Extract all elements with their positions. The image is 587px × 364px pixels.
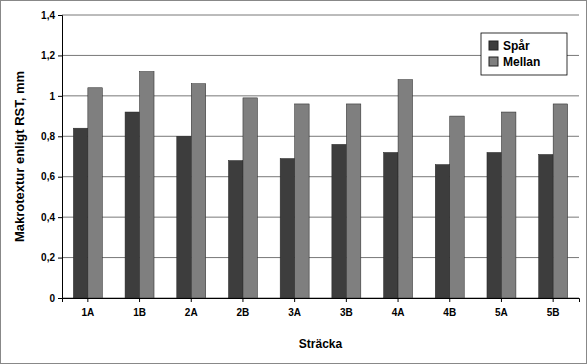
tick-mark [58,96,62,97]
bar [177,136,191,298]
y-axis: 0 0,2 0,4 0,6 0,8 1 1,2 1,4 [41,10,62,304]
tick-mark [58,217,62,218]
legend-box [481,33,567,75]
bar [243,98,257,298]
tick-mark [58,55,62,56]
tick-mark [346,298,347,302]
bar [295,104,309,298]
tick-label: 4A [392,307,405,318]
bar [191,84,205,298]
bar [346,104,360,298]
y-axis-title: Makrotextur enligt RST, mm [12,71,27,242]
plot: 0 0,2 0,4 0,6 0,8 1 1,2 1,4 1A 1B 2A 2B 3A 3B 4A 4B 5A 5B [41,10,579,318]
tick-label: 0 [49,293,55,304]
tick: 4B [443,298,456,318]
bars [73,72,567,298]
tick-mark [242,298,243,302]
bar [140,72,154,298]
tick: 3B [340,298,353,318]
tick: 0,8 [41,131,62,142]
bar [228,161,242,298]
bar [280,159,294,298]
tick-label: 5A [495,307,508,318]
bar [487,152,501,298]
x-axis-title: Sträcka [299,337,343,351]
tick: 3A [288,298,301,318]
tick-label: 1 [49,91,55,102]
tick-label: 1,4 [41,10,55,21]
tick-label: 3B [340,307,353,318]
bar [553,104,567,298]
bar [435,165,449,298]
bar [125,112,139,298]
bar [88,88,102,298]
legend-label: Mellan [503,55,540,69]
legend-swatch [489,57,498,66]
tick: 1,2 [41,50,62,61]
x-axis: 1A 1B 2A 2B 3A 3B 4A 4B 5A 5B [63,298,580,318]
tick-mark [58,15,62,16]
bar [73,128,87,298]
axis-line [63,299,580,303]
tick-label: 3A [288,307,301,318]
tick-mark [87,298,88,302]
tick: 0,2 [41,252,62,263]
bar [501,112,515,298]
tick-mark [398,298,399,302]
bar [398,80,412,298]
tick-mark [191,298,192,302]
tick-mark [58,136,62,137]
grid [62,15,579,298]
tick: 1B [133,298,146,318]
tick-label: 5B [547,307,560,318]
tick: 1 [49,91,62,102]
legend: Spår Mellan [481,33,567,75]
tick: 0 [49,293,62,304]
grid-line [62,15,579,16]
bar [332,144,346,298]
tick: 5A [495,298,508,318]
frame [1,1,587,364]
tick-label: 1A [81,307,94,318]
tick-label: 4B [443,307,456,318]
legend-item: Mellan [489,55,540,69]
tick-label: 2A [185,307,198,318]
tick-label: 0,6 [41,171,55,182]
tick-mark [58,298,62,299]
tick-mark [58,258,62,259]
tick-mark [139,298,140,302]
tick: 0,6 [41,171,62,182]
tick-label: 0,8 [41,131,55,142]
bar [384,152,398,298]
bar [450,116,464,298]
axis-line [58,16,63,299]
tick-label: 0,4 [41,212,55,223]
tick-label: 1B [133,307,146,318]
tick: 4A [392,298,405,318]
tick-label: 0,2 [41,252,55,263]
tick: 2B [237,298,250,318]
legend-item: Spår [489,39,530,53]
tick-label: 1,2 [41,50,55,61]
tick-mark [58,177,62,178]
tick: 1,4 [41,10,62,21]
tick-mark [294,298,295,302]
tick-label: 2B [237,307,250,318]
tick-mark [501,298,502,302]
chart: 0 0,2 0,4 0,6 0,8 1 1,2 1,4 1A 1B 2A 2B 3A 3B 4A 4B 5A 5B… [0,0,587,364]
tick: 1A [81,298,94,318]
tick: 2A [185,298,198,318]
tick-mark [553,298,554,302]
tick: 0,4 [41,212,62,223]
tick: 5B [547,298,560,318]
legend-label: Spår [503,39,530,53]
tick-mark [449,298,450,302]
bar [539,154,553,298]
legend-swatch [489,41,498,50]
